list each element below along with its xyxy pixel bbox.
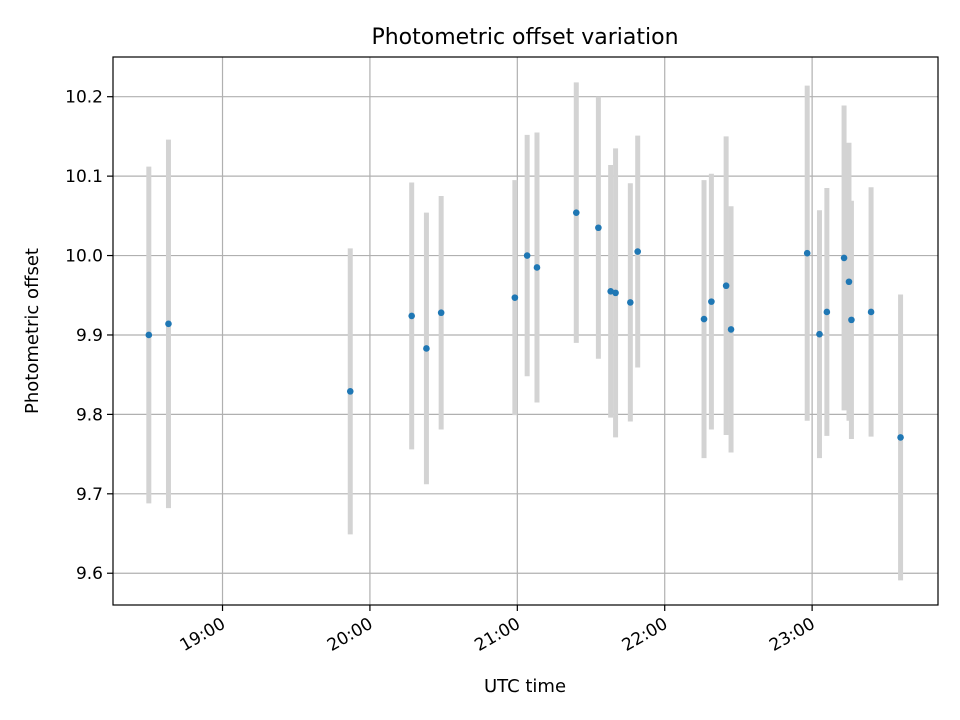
data-point	[803, 249, 811, 257]
y-axis-ticks: 9.6 9.7 9.8 9.9 10.0 10.1 10.2	[65, 88, 113, 584]
data-point	[897, 434, 904, 441]
data-point	[533, 264, 541, 271]
data-point	[408, 312, 415, 320]
data-point	[572, 209, 580, 216]
data-point	[634, 248, 641, 255]
data-point	[722, 282, 730, 290]
data-point	[437, 309, 445, 317]
plot-frame	[112, 56, 939, 606]
y-axis-label: Photometric offset	[22, 248, 43, 414]
y-tick-label: 10.0	[65, 247, 103, 267]
data-point	[612, 289, 619, 297]
data-point	[848, 316, 855, 324]
data-point	[423, 345, 430, 352]
data-point	[867, 308, 875, 316]
chart-title: Photometric offset variation	[371, 25, 678, 50]
data-point	[708, 298, 715, 305]
data-point	[816, 330, 823, 338]
data-point	[523, 252, 531, 259]
data-point	[145, 331, 153, 339]
y-tick-label: 9.6	[76, 564, 103, 584]
data-point	[346, 388, 354, 395]
y-tick-label: 9.8	[76, 405, 103, 425]
data-point	[627, 299, 634, 306]
y-tick-label: 9.9	[76, 326, 103, 346]
data-points	[145, 209, 904, 441]
y-tick-label: 9.7	[76, 485, 103, 505]
data-point	[840, 254, 848, 262]
x-axis-label: UTC time	[484, 676, 566, 697]
y-tick-label: 10.2	[65, 88, 103, 108]
data-point	[845, 278, 853, 286]
data-point	[823, 308, 831, 316]
data-point	[727, 326, 735, 333]
data-point	[165, 320, 172, 328]
y-tick-label: 10.1	[65, 167, 103, 187]
data-point	[700, 315, 708, 323]
data-point	[595, 224, 602, 232]
data-point	[511, 294, 519, 301]
